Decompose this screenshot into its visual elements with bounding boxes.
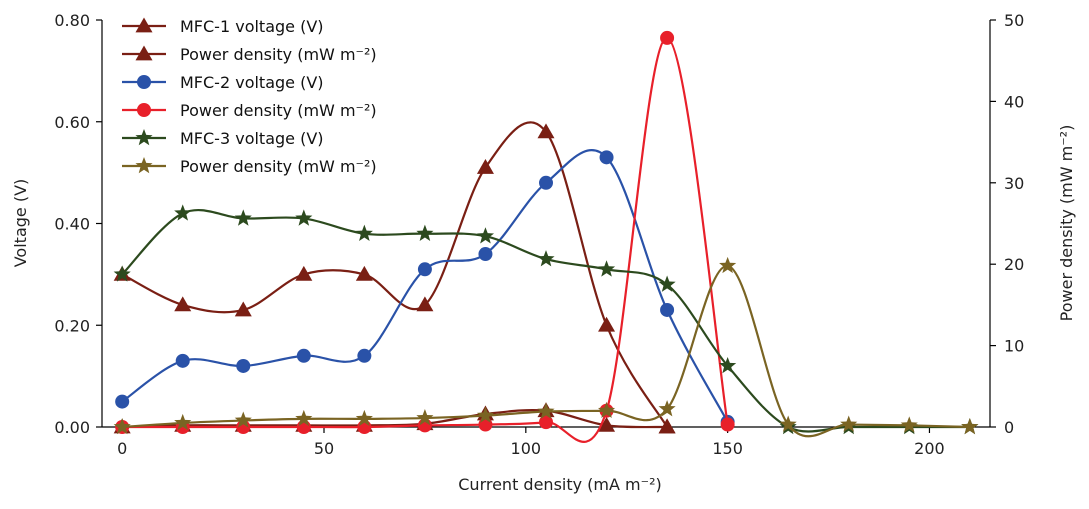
data-point-marker <box>598 316 616 332</box>
x-axis-label: Current density (mA m⁻²) <box>458 475 661 494</box>
series-3 <box>115 149 735 429</box>
legend-label: MFC-2 voltage (V) <box>180 73 324 92</box>
y-axis-right-label: Power density (mW m⁻²) <box>1057 125 1076 322</box>
y-left-tick-label: 0.60 <box>54 113 90 132</box>
data-point-marker <box>295 265 313 281</box>
data-point-marker <box>296 348 311 363</box>
data-point-marker <box>537 402 555 419</box>
series-6 <box>113 256 979 438</box>
data-point-marker <box>115 394 130 409</box>
data-point-marker <box>537 123 555 139</box>
data-point-marker <box>355 409 373 427</box>
y-axis-left-label: Voltage (V) <box>11 179 30 268</box>
data-point-marker <box>658 400 676 417</box>
data-point-marker <box>357 348 372 363</box>
legend-marker <box>135 17 153 33</box>
x-tick-label: 50 <box>314 439 334 458</box>
y-left-tick-label: 0.20 <box>54 316 90 335</box>
data-point-marker <box>236 358 251 373</box>
legend-item: MFC-2 voltage (V) <box>122 73 324 92</box>
y-right-tick-label: 40 <box>1004 92 1024 111</box>
x-tick-label: 150 <box>712 439 743 458</box>
legend-item: MFC-1 voltage (V) <box>122 17 324 36</box>
data-point-marker <box>355 224 373 241</box>
legend-item: MFC-3 voltage (V) <box>122 129 324 148</box>
legend-marker <box>137 75 151 89</box>
data-point-marker <box>961 418 979 435</box>
data-point-marker <box>234 301 252 317</box>
data-point-marker <box>840 415 858 432</box>
data-point-marker <box>175 353 190 368</box>
series-line <box>121 121 669 428</box>
data-point-marker <box>355 265 373 281</box>
y-right-tick-label: 30 <box>1004 174 1024 193</box>
data-point-marker <box>598 416 616 432</box>
data-point-marker <box>234 411 252 428</box>
data-point-marker <box>417 262 432 277</box>
data-point-marker <box>416 296 434 312</box>
data-point-marker <box>295 409 313 427</box>
legend-item: Power density (mW m⁻²) <box>122 45 377 64</box>
data-point-marker <box>900 416 918 433</box>
data-point-marker <box>597 401 616 418</box>
legend-item: Power density (mW m⁻²) <box>122 157 377 176</box>
data-point-marker <box>719 356 737 374</box>
data-point-marker <box>779 415 797 432</box>
legend-label: MFC-1 voltage (V) <box>180 17 324 36</box>
y-right-tick-label: 0 <box>1004 418 1014 437</box>
x-tick-label: 100 <box>511 439 542 458</box>
data-point-marker <box>174 204 192 221</box>
data-point-marker <box>658 275 676 292</box>
x-tick-label: 200 <box>914 439 945 458</box>
series-5 <box>113 204 979 435</box>
data-point-marker <box>295 209 313 226</box>
legend-marker <box>135 45 153 61</box>
data-point-marker <box>720 417 735 432</box>
data-point-marker <box>174 296 192 312</box>
data-point-marker <box>539 415 553 430</box>
data-point-marker <box>476 406 495 423</box>
data-point-marker <box>660 30 675 45</box>
legend-marker <box>135 157 153 174</box>
data-point-marker <box>599 150 614 165</box>
data-point-marker <box>416 224 434 241</box>
x-tick-label: 0 <box>117 439 127 458</box>
data-point-marker <box>660 302 675 317</box>
legend-label: Power density (mW m⁻²) <box>180 157 377 176</box>
data-point-marker <box>537 250 555 267</box>
legend-marker <box>135 129 153 146</box>
data-point-marker <box>174 413 192 431</box>
y-right-tick-label: 20 <box>1004 255 1024 274</box>
y-right-tick-label: 50 <box>1004 11 1024 30</box>
data-point-marker <box>234 209 252 226</box>
data-point-marker <box>476 227 495 244</box>
data-point-marker <box>539 175 553 190</box>
y-left-tick-label: 0.80 <box>54 11 90 30</box>
series-line <box>121 209 970 433</box>
legend-label: MFC-3 voltage (V) <box>180 129 324 148</box>
data-point-marker <box>113 265 131 282</box>
legend-label: Power density (mW m⁻²) <box>180 101 377 120</box>
data-point-marker <box>416 409 434 426</box>
series-line <box>122 264 970 438</box>
legend-label: Power density (mW m⁻²) <box>180 45 377 64</box>
data-point-marker <box>478 247 493 262</box>
data-point-marker <box>476 159 494 174</box>
y-right-tick-label: 10 <box>1004 337 1024 356</box>
data-point-marker <box>597 260 616 277</box>
data-point-marker <box>658 418 676 434</box>
data-point-marker <box>478 417 493 432</box>
data-point-marker <box>113 418 131 435</box>
legend-marker <box>137 103 151 117</box>
legend-item: Power density (mW m⁻²) <box>122 101 377 120</box>
y-left-tick-label: 0.40 <box>54 215 90 234</box>
y-left-tick-label: 0.00 <box>54 418 90 437</box>
data-point-marker <box>719 256 737 274</box>
